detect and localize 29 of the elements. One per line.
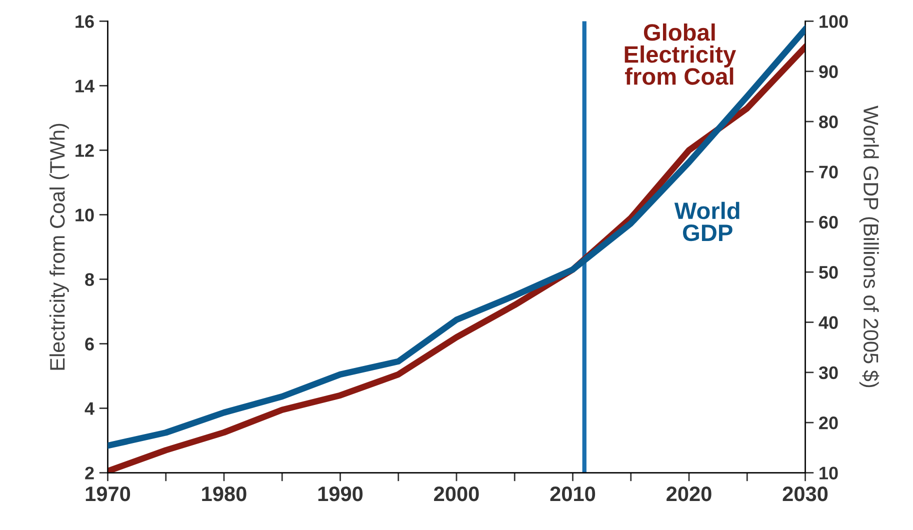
x-tick-label: 2010: [550, 486, 596, 502]
y2-tick-label: 40: [818, 316, 838, 329]
x-tick-label: 1980: [202, 486, 246, 502]
y-tick-label: 6: [85, 338, 94, 350]
y-tick-label: 4: [84, 402, 94, 415]
y-tick-label: 2: [85, 466, 94, 480]
y2-tick-label: 10: [820, 466, 838, 480]
y-tick-label: 10: [76, 208, 94, 222]
y2-tick-label: 100: [820, 15, 848, 28]
x-tick-label: 2020: [666, 486, 712, 502]
y2-tick-label: 80: [819, 115, 838, 128]
y2-tick-label: 50: [819, 266, 838, 279]
x-tick-label: 1990: [318, 486, 363, 502]
y2-tick-label: 20: [819, 416, 838, 430]
series-label: Global Electricity from Coal: [624, 23, 736, 85]
x-tick-label: 2000: [434, 486, 479, 502]
y-tick-label: 12: [76, 144, 94, 157]
y-axis-title: Electricity from Coal (TWh): [49, 124, 69, 370]
y2-tick-label: 30: [818, 366, 838, 380]
y2-tick-label: 70: [819, 166, 838, 178]
y-tick-label: 16: [76, 15, 94, 28]
x-tick-label: 2030: [782, 486, 828, 502]
y-tick-label: 8: [85, 273, 94, 286]
x-tick-label: 1970: [86, 486, 130, 502]
y2-axis-title: World GDP (Billions of 2005 $): [859, 106, 880, 388]
y2-tick-label: 60: [819, 216, 838, 229]
y-tick-label: 14: [76, 80, 94, 92]
y2-tick-label: 90: [819, 65, 838, 78]
series-label: World GDP: [674, 202, 740, 242]
